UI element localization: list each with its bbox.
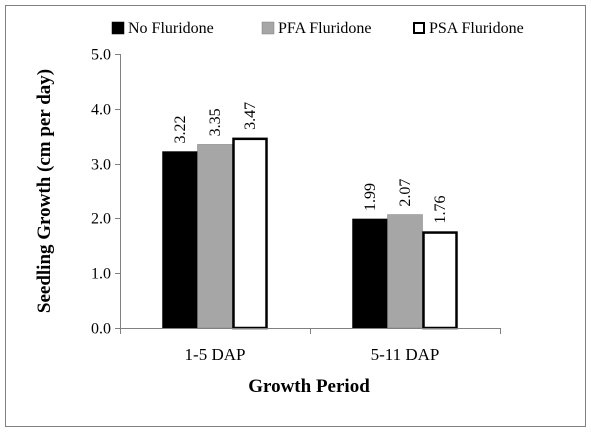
legend-label: PSA Fluridone	[429, 20, 524, 37]
x-tick-label: 5-11 DAP	[371, 345, 440, 364]
bar-no-fluridone-0	[162, 151, 198, 329]
x-axis: 1-5 DAP 5-11 DAP	[120, 328, 501, 364]
bar-psa-fluridone-0	[232, 137, 268, 330]
bars	[162, 137, 458, 330]
x-axis-title: Growth Period	[248, 376, 370, 397]
legend-label: PFA Fluridone	[278, 20, 372, 37]
value-label: 1.99	[362, 183, 379, 211]
bar-pfa-fluridone-0	[197, 144, 233, 329]
chart-border	[5, 5, 586, 427]
y-tick-label: 0.0	[91, 321, 111, 338]
y-axis: 0.0 1.0 2.0 3.0 4.0 5.0	[91, 47, 121, 338]
value-label: 2.07	[397, 179, 414, 207]
legend-swatch	[111, 21, 125, 35]
y-axis-title: Seedling Growth (cm per day)	[34, 69, 55, 313]
value-label: 3.35	[207, 108, 224, 136]
legend-label: No Fluridone	[128, 20, 214, 37]
value-label: 3.47	[242, 102, 259, 130]
bar-no-fluridone-1	[352, 218, 388, 329]
bar-pfa-fluridone-1	[387, 214, 423, 329]
legend-swatch	[413, 22, 425, 34]
y-tick-label: 2.0	[91, 211, 111, 228]
value-labels: 3.22 3.35 3.47 1.99 2.07 1.76	[172, 102, 449, 224]
y-tick-label: 1.0	[91, 266, 111, 283]
legend-swatch	[261, 21, 275, 35]
legend: No Fluridone PFA Fluridone PSA Fluridone	[111, 20, 524, 37]
value-label: 3.22	[172, 116, 189, 144]
y-tick-label: 3.0	[91, 157, 111, 174]
bar-psa-fluridone-1	[422, 231, 458, 330]
x-tick-label: 1-5 DAP	[185, 345, 246, 364]
y-tick-label: 4.0	[91, 102, 111, 119]
value-label: 1.76	[432, 196, 449, 224]
y-tick-label: 5.0	[91, 47, 111, 64]
